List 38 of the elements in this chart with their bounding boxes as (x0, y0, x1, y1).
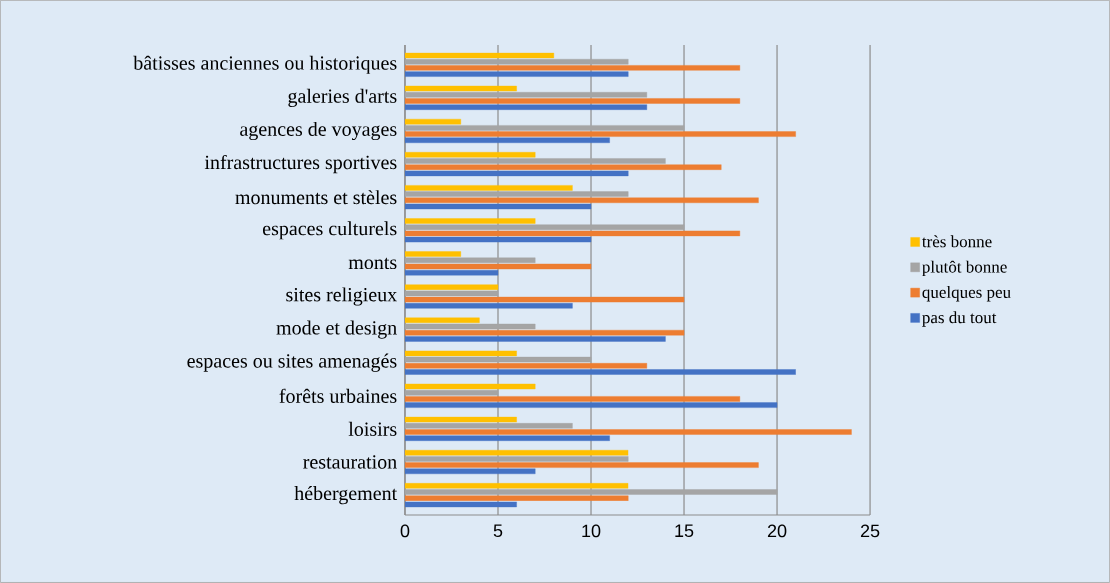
bar (404, 52, 554, 59)
bar (404, 251, 461, 257)
y-tick-label: monuments et stèles (235, 190, 397, 205)
y-tick-label: forêts urbaines (279, 388, 397, 403)
bar (404, 152, 536, 158)
bar (404, 119, 461, 125)
x-tick-label: 15 (675, 524, 694, 538)
legend-label: très bonne (922, 235, 992, 248)
y-tick-label: hébergement (294, 486, 398, 505)
bar (404, 317, 480, 324)
legend-label: pas du tout (922, 311, 997, 327)
y-tick-label: restauration (303, 455, 397, 469)
bar (404, 383, 536, 390)
y-tick-label: loisirs (348, 421, 397, 436)
x-tick-label: 20 (767, 524, 787, 538)
x-tick-label: 10 (582, 524, 601, 538)
y-tick-label: sites religieux (286, 287, 397, 306)
bar (404, 483, 629, 489)
y-tick-label: galeries d'arts (288, 88, 397, 108)
legend-label: quelques peu (922, 286, 1011, 302)
bar (404, 185, 573, 191)
y-tick-label: espaces culturels (263, 221, 397, 240)
bar (404, 218, 536, 224)
bar (404, 450, 629, 456)
bar (404, 350, 517, 357)
y-tick-label: infrastructures sportives (204, 154, 397, 174)
y-tick-label: espaces ou sites amenagés (187, 353, 397, 372)
x-tick-label: 5 (493, 524, 503, 538)
x-tick-label: 25 (860, 524, 880, 538)
y-tick-label: agences de voyages (240, 121, 397, 141)
y-tick-label: mode et design (276, 320, 397, 339)
y-tick-label: bâtisses anciennes ou historiques (133, 55, 397, 74)
x-tick-label: 0 (400, 524, 410, 538)
y-tick-label: monts (348, 257, 397, 270)
bar (404, 85, 517, 92)
bar (404, 416, 517, 423)
bar (404, 284, 499, 290)
legend-label: plutôt bonne (922, 260, 1007, 277)
